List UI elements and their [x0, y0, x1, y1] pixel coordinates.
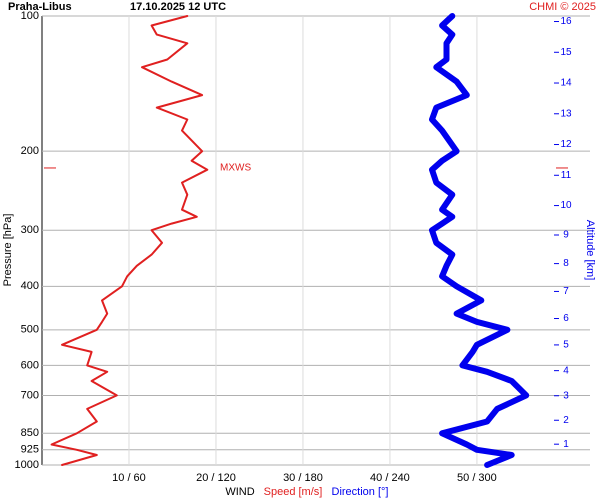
credit: CHMI © 2025: [529, 1, 596, 13]
direction-line: [429, 13, 530, 468]
y-tick-label: 600: [21, 359, 39, 371]
y2-tick-label: 16: [560, 16, 572, 27]
x-tick-label: 10 / 60: [112, 472, 146, 484]
y2-tick-label: 14: [560, 78, 572, 89]
y2-tick-label: 12: [560, 139, 572, 150]
y-axis-label: Pressure [hPa]: [2, 214, 14, 287]
y2-tick-label: 2: [563, 415, 569, 426]
legend-direction: Direction [°]: [332, 486, 389, 498]
y2-tick-label: 11: [561, 170, 572, 181]
y-tick-label: 200: [21, 145, 39, 157]
x-tick-label: 20 / 120: [196, 472, 236, 484]
y-tick-label: 400: [21, 280, 39, 292]
y2-tick-label: 1: [563, 439, 569, 450]
y-tick-label: 925: [21, 444, 39, 456]
y2-tick-label: 10: [560, 200, 572, 211]
y2-tick-label: 9: [563, 230, 569, 241]
y2-tick-label: 15: [560, 47, 572, 58]
y2-axis-label: Altitude [km]: [584, 220, 596, 281]
x-axis-label: WIND: [225, 486, 254, 498]
y2-tick-label: 4: [563, 365, 569, 376]
y-tick-label: 850: [21, 427, 39, 439]
y2-tick-label: 5: [563, 340, 569, 351]
time: 17.10.2025 12 UTC: [130, 1, 226, 13]
y-tick-label: 500: [21, 324, 39, 336]
x-tick-label: 40 / 240: [370, 472, 410, 484]
station: Praha-Libus: [8, 1, 72, 13]
y-tick-label: 700: [21, 389, 39, 401]
y-tick-label: 1000: [15, 459, 39, 471]
y2-tick-label: 6: [563, 313, 569, 324]
y-tick-label: 100: [21, 10, 39, 22]
y2-tick-label: 13: [560, 108, 572, 119]
speed-line: [50, 15, 209, 466]
mxws-label: MXWS: [220, 163, 251, 174]
y2-tick-label: 8: [563, 258, 569, 269]
legend-speed: Speed [m/s]: [264, 486, 323, 498]
y-tick-label: 300: [21, 224, 39, 236]
x-tick-label: 30 / 180: [283, 472, 323, 484]
x-tick-label: 50 / 300: [457, 472, 497, 484]
y2-tick-label: 3: [563, 390, 569, 401]
y2-tick-label: 7: [563, 286, 569, 297]
